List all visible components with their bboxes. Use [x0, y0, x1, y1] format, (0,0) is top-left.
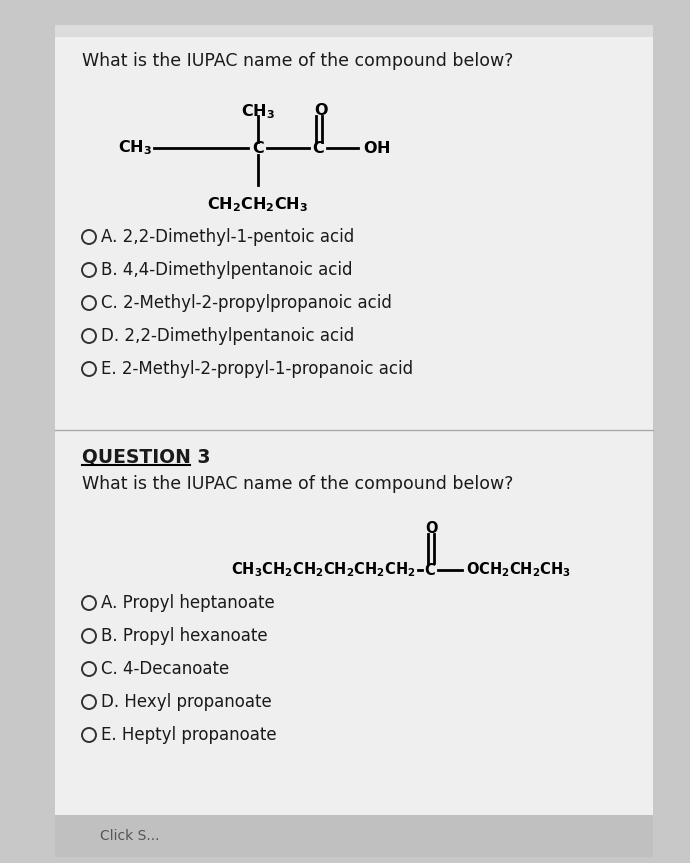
Text: B. Propyl hexanoate: B. Propyl hexanoate: [101, 627, 268, 645]
Bar: [55, 815, 653, 857]
Text: $\mathregular{C}$: $\mathregular{C}$: [424, 562, 436, 578]
Bar: [55, 25, 653, 815]
Text: $\mathregular{CH_3}$: $\mathregular{CH_3}$: [118, 139, 152, 157]
Text: $\mathregular{O}$: $\mathregular{O}$: [314, 102, 328, 118]
Text: What is the IUPAC name of the compound below?: What is the IUPAC name of the compound b…: [82, 475, 513, 493]
Text: $\mathregular{C}$: $\mathregular{C}$: [252, 140, 264, 156]
Text: $\mathregular{CH_3}$: $\mathregular{CH_3}$: [241, 102, 275, 121]
Text: $\mathregular{O}$: $\mathregular{O}$: [425, 520, 439, 536]
Text: B. 4,4-Dimethylpentanoic acid: B. 4,4-Dimethylpentanoic acid: [101, 261, 353, 279]
Text: D. Hexyl propanoate: D. Hexyl propanoate: [101, 693, 272, 711]
Text: C. 4-Decanoate: C. 4-Decanoate: [101, 660, 229, 678]
Bar: [55, 25, 653, 37]
Text: QUESTION 3: QUESTION 3: [82, 447, 210, 466]
Text: D. 2,2-Dimethylpentanoic acid: D. 2,2-Dimethylpentanoic acid: [101, 327, 354, 345]
Text: What is the IUPAC name of the compound below?: What is the IUPAC name of the compound b…: [82, 52, 513, 70]
Text: A. Propyl heptanoate: A. Propyl heptanoate: [101, 594, 275, 612]
Text: $\mathregular{OH}$: $\mathregular{OH}$: [363, 140, 391, 156]
Text: $\mathregular{CH_3CH_2CH_2CH_2CH_2CH_2}$: $\mathregular{CH_3CH_2CH_2CH_2CH_2CH_2}$: [231, 561, 416, 579]
Text: $\mathregular{OCH_2CH_2CH_3}$: $\mathregular{OCH_2CH_2CH_3}$: [466, 561, 571, 579]
Text: E. Heptyl propanoate: E. Heptyl propanoate: [101, 726, 277, 744]
Text: E. 2-Methyl-2-propyl-1-propanoic acid: E. 2-Methyl-2-propyl-1-propanoic acid: [101, 360, 413, 378]
Text: $\mathregular{CH_2CH_2CH_3}$: $\mathregular{CH_2CH_2CH_3}$: [208, 195, 308, 214]
Text: $\mathregular{C}$: $\mathregular{C}$: [312, 140, 324, 156]
Text: Click S...: Click S...: [100, 829, 159, 843]
Text: A. 2,2-Dimethyl-1-pentoic acid: A. 2,2-Dimethyl-1-pentoic acid: [101, 228, 354, 246]
Text: C. 2-Methyl-2-propylpropanoic acid: C. 2-Methyl-2-propylpropanoic acid: [101, 294, 392, 312]
